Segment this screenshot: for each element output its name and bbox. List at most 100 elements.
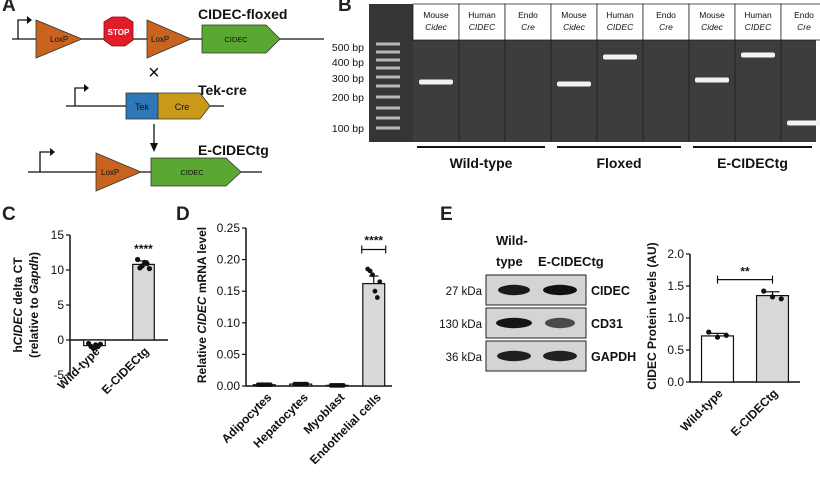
lane-label-line2: Cidec xyxy=(701,22,723,32)
y-tick-label: 0.00 xyxy=(217,379,241,393)
promoter-arrow-2 xyxy=(74,87,86,106)
data-point xyxy=(374,295,380,300)
lane-label-line1: Mouse xyxy=(699,10,725,20)
promoter-arrow-3 xyxy=(39,151,52,172)
lane-label-line2: Cidec xyxy=(425,22,447,32)
ladder-labels: 500 bp 400 bp 300 bp 200 bp 100 bp xyxy=(332,42,364,135)
cidec-gene-1-label: CIDEC xyxy=(224,35,248,44)
pcr-band xyxy=(557,81,591,87)
lane-label-line2: Cre xyxy=(797,22,811,32)
pcr-band xyxy=(603,54,637,60)
blot-header-ecidectg: E-CIDECtg xyxy=(538,254,604,269)
pcr-band xyxy=(787,120,820,126)
promoter-arrowhead-1 xyxy=(27,16,32,24)
chart-e: 0.0 0.5 1.0 1.5 2.0 Wild-type E-CIDECtg ** CIDEC… xyxy=(645,242,800,439)
gel-groups: Wild-type Floxed E-CIDECtg xyxy=(417,146,812,171)
lane-header-box xyxy=(734,3,782,41)
significance-label: **** xyxy=(134,242,153,256)
data-point xyxy=(778,296,784,302)
lane-label-line1: Human xyxy=(468,10,496,20)
loxp-2 xyxy=(146,19,193,59)
ladder-bands xyxy=(376,42,400,130)
gel-lanes: Mouse Cidec Human CIDEC Endo Cre Mouse Cidec Hum… xyxy=(412,3,820,142)
y-axis-label: CIDEC Protein levels (AU) xyxy=(645,242,659,389)
panel-label-d: D xyxy=(176,204,190,225)
western-blot: Wild-type E-CIDECtg 27 kDa CIDEC 130 kDa CD31… xyxy=(439,233,636,372)
lane-label-line2: CIDEC xyxy=(469,22,496,32)
blot-size-label: 36 kDa xyxy=(446,352,483,364)
lane-label-line1: Endo xyxy=(794,10,814,20)
blot-protein-label: CD31 xyxy=(591,317,623,331)
data-point xyxy=(267,382,273,388)
y-tick-label: 10 xyxy=(51,263,65,277)
ladder-label: 200 bp xyxy=(332,92,364,104)
stop-sign xyxy=(103,16,134,47)
data-point xyxy=(304,381,310,387)
y-axis-label: Relative CIDEC mRNA level xyxy=(195,227,209,383)
lane-label-line1: Endo xyxy=(518,10,538,20)
y-axis-label: hCIDEC delta CT xyxy=(11,257,25,353)
cidec-gene-3-label: CIDEC xyxy=(180,168,204,177)
lane-label-line1: Endo xyxy=(656,10,676,20)
promoter-arrowhead-3 xyxy=(50,148,55,156)
lane-header-box xyxy=(504,3,552,41)
tek-label: Tek xyxy=(135,102,150,112)
lane-label-line1: Human xyxy=(744,10,772,20)
lane-label-line2: Cre xyxy=(521,22,535,32)
panel-label-a: A xyxy=(2,0,16,16)
blot-header-wild: Wild- xyxy=(496,233,528,248)
y-axis-label-line2: (relative to Gapdh) xyxy=(27,252,41,358)
ladder-band xyxy=(376,106,400,110)
construct-e-cidectg: E-CIDECtg xyxy=(198,142,269,158)
bar xyxy=(362,283,386,387)
blot-band xyxy=(543,284,577,296)
panel-b: B 500 bp 400 bp 300 bp 200 bp 100 bp Mouse Ci… xyxy=(332,0,820,171)
down-arrowhead xyxy=(150,143,158,152)
lane-header-box xyxy=(458,3,506,41)
panel-label-b: B xyxy=(338,0,352,16)
y-tick-label: 1.5 xyxy=(667,279,684,293)
blot-band xyxy=(498,284,530,296)
panel-a: A LoxP STOP LoxP CIDEC CIDEC-floxed × Te… xyxy=(2,0,324,192)
lane-label-line1: Human xyxy=(606,10,634,20)
construct-cidec-floxed: CIDEC-floxed xyxy=(198,6,287,22)
ladder-band xyxy=(376,84,400,88)
ladder-band xyxy=(376,126,400,130)
data-point xyxy=(144,261,150,267)
chart-d: 0.000.050.100.150.200.25AdipocytesHepato… xyxy=(195,221,392,467)
x-tick-label: E-CIDECtg xyxy=(99,344,152,397)
lane-label-line1: Mouse xyxy=(561,10,587,20)
significance-label: **** xyxy=(364,233,383,247)
x-tick-label: Wild-type xyxy=(678,386,726,434)
panel-label-c: C xyxy=(2,204,16,225)
bar xyxy=(700,335,735,383)
blot-band xyxy=(543,350,577,362)
y-tick-label: 0.20 xyxy=(217,253,241,267)
y-tick-label: -5 xyxy=(53,368,64,382)
y-tick-label: 0.5 xyxy=(667,343,684,357)
promoter-arrow-1 xyxy=(17,19,30,39)
ladder-band xyxy=(376,50,400,54)
y-tick-label: 0.15 xyxy=(217,284,241,298)
lane-label-line2: CIDEC xyxy=(607,22,634,32)
data-point xyxy=(714,334,721,340)
lane-label-line1: Mouse xyxy=(423,10,449,20)
cross-symbol: × xyxy=(148,62,160,84)
group-label: Wild-type xyxy=(450,155,513,171)
data-point xyxy=(377,279,383,285)
pcr-band xyxy=(741,52,775,58)
blot-band xyxy=(496,317,532,329)
blot-band xyxy=(545,317,575,329)
blot-protein-label: GAPDH xyxy=(591,350,636,364)
lane-header-box xyxy=(688,3,736,41)
y-tick-label: 0.05 xyxy=(217,347,241,361)
y-tick-label: 1.0 xyxy=(667,311,684,325)
data-point xyxy=(372,288,378,294)
y-tick-label: 0.25 xyxy=(217,221,241,235)
group-label: Floxed xyxy=(596,155,641,171)
ladder-label: 500 bp xyxy=(332,42,364,54)
bar xyxy=(132,263,155,341)
cre-label: Cre xyxy=(175,102,190,112)
